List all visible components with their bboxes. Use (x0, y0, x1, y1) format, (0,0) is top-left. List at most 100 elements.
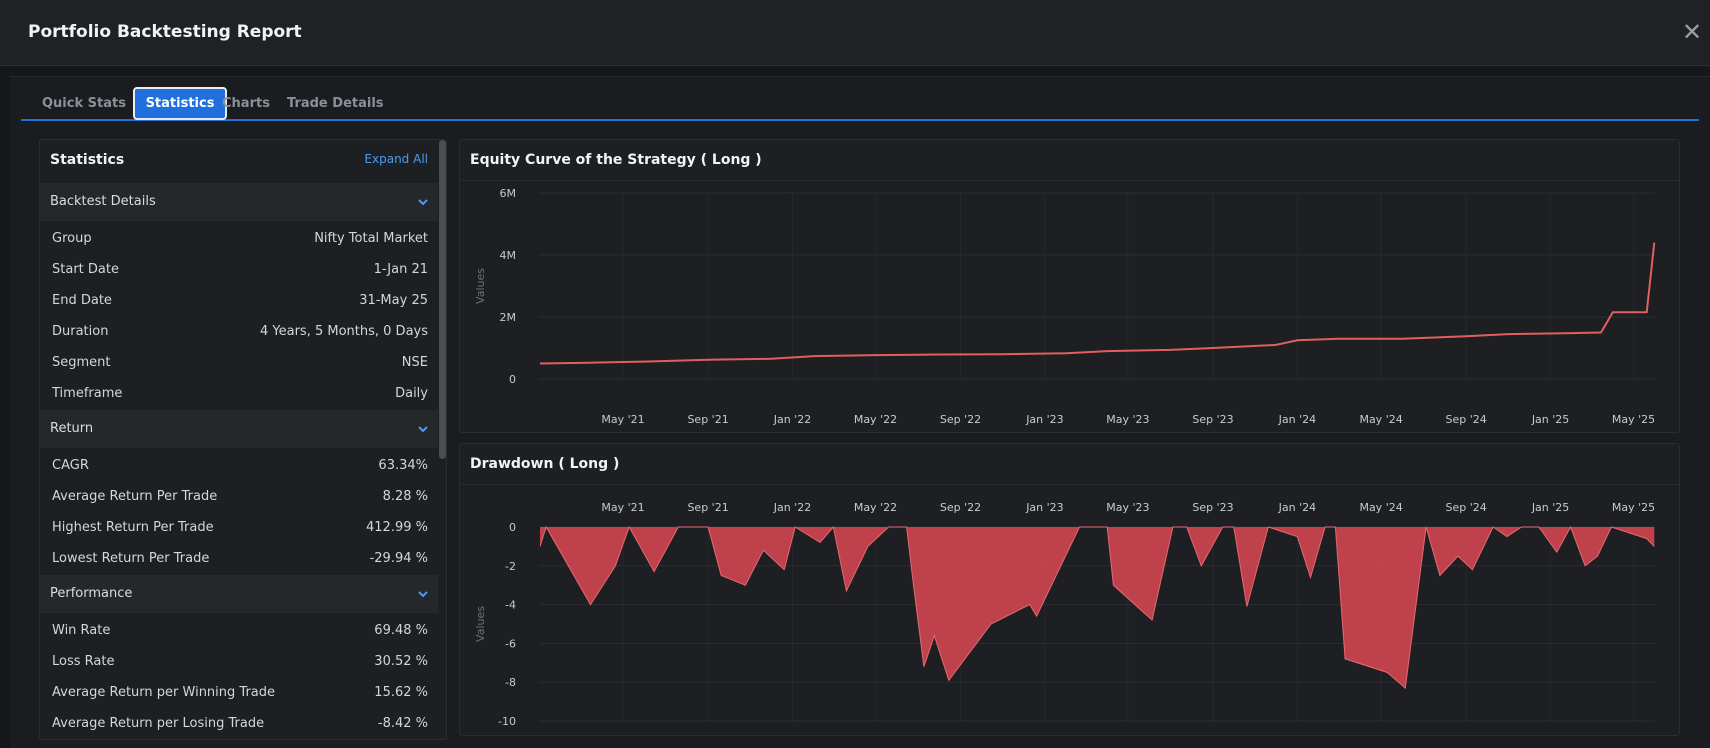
stat-label: Start Date (52, 262, 119, 277)
stat-value: 30.52 % (374, 654, 428, 669)
stat-value: 63.34% (378, 458, 428, 473)
y-tick-label: 4M (500, 249, 517, 262)
x-tick-label: Sep '22 (940, 501, 981, 514)
x-tick-label: May '22 (854, 501, 897, 514)
section-title: Backtest Details (50, 194, 156, 209)
x-tick-label: Jan '24 (1278, 501, 1316, 514)
equity-curve-card: Equity Curve of the Strategy ( Long ) 6M… (459, 139, 1680, 433)
stat-label: Average Return per Losing Trade (52, 716, 265, 731)
equity-line (539, 242, 1656, 365)
section-title: Return (50, 421, 94, 436)
stat-value: NSE (401, 355, 428, 370)
section-backtest-details[interactable]: Backtest Details (40, 183, 438, 221)
tab-bar: Quick Stats Statistics Charts Trade Deta… (21, 87, 1699, 121)
close-icon[interactable]: ✕ (1681, 18, 1703, 46)
chevron-down-icon (418, 426, 428, 433)
chevron-down-icon (418, 591, 428, 598)
x-tick-label: May '24 (1359, 413, 1402, 426)
stat-row: Win Rate 69.48 % (40, 615, 438, 646)
drawdown-line (539, 525, 1655, 689)
x-tick-label: Sep '23 (1192, 413, 1233, 426)
stat-row: Group Nifty Total Market (40, 223, 438, 254)
stat-label: Group (52, 231, 92, 246)
stat-label: Average Return per Winning Trade (52, 685, 275, 700)
x-tick-label: May '23 (1106, 413, 1149, 426)
stat-value: Daily (395, 386, 428, 401)
y-tick-label: -10 (498, 715, 516, 728)
y-axis-label: Values (474, 606, 487, 642)
stat-value: 69.48 % (374, 623, 428, 638)
stat-label: End Date (52, 293, 112, 308)
x-tick-label: May '23 (1106, 501, 1149, 514)
x-tick-label: Sep '21 (687, 413, 728, 426)
section-title: Performance (50, 586, 133, 601)
stat-row: Timeframe Daily (40, 378, 438, 409)
y-tick-label: -8 (505, 676, 516, 689)
stat-row: CAGR 63.34% (40, 450, 438, 481)
tab-charts[interactable]: Charts (222, 96, 270, 111)
x-tick-label: Jan '25 (1531, 413, 1569, 426)
tab-quick-stats[interactable]: Quick Stats (42, 96, 126, 111)
x-tick-label: Jan '24 (1278, 413, 1316, 426)
section-return[interactable]: Return (40, 410, 438, 448)
x-tick-label: Jan '22 (773, 413, 811, 426)
stat-row: Average Return Per Trade 8.28 % (40, 481, 438, 512)
statistics-scrollbar[interactable] (439, 140, 446, 459)
tab-trade-details[interactable]: Trade Details (287, 96, 384, 111)
equity-chart: 6M 4M 2M 0 May '21 Sep '21 Jan '22 May '22 Sep '… (474, 187, 1656, 426)
y-tick-label: 0 (509, 373, 516, 386)
drawdown-chart: 0 -2 -4 -6 -8 -10 May '21 Sep '21 Jan '22 May '22… (474, 501, 1655, 728)
x-tick-label: May '24 (1359, 501, 1402, 514)
section-performance[interactable]: Performance (40, 575, 438, 613)
stat-label: Highest Return Per Trade (52, 520, 214, 535)
y-tick-label: -4 (505, 599, 516, 612)
x-tick-label: May '22 (854, 413, 897, 426)
stat-row: Start Date 1-Jan 21 (40, 254, 438, 285)
statistics-panel: Statistics Expand All Backtest Details G… (39, 139, 447, 740)
divider (460, 484, 1679, 485)
stat-label: Timeframe (52, 386, 123, 401)
x-tick-label: Sep '23 (1192, 501, 1233, 514)
stat-value: -8.42 % (377, 716, 428, 731)
x-tick-label: Sep '21 (687, 501, 728, 514)
chevron-down-icon (418, 199, 428, 206)
drawdown-card: Drawdown ( Long ) 0 -2 -4 -6 -8 -10 May '21 Sep… (459, 443, 1680, 736)
stat-label: Duration (52, 324, 109, 339)
y-tick-label: 0 (509, 521, 516, 534)
report-title: Portfolio Backtesting Report (28, 22, 302, 42)
x-tick-label: Jan '22 (773, 501, 811, 514)
stat-value: Nifty Total Market (314, 231, 428, 246)
x-tick-label: Jan '23 (1025, 413, 1063, 426)
y-tick-label: -6 (505, 637, 516, 650)
y-tick-label: 2M (500, 311, 517, 324)
stat-label: Loss Rate (52, 654, 115, 669)
x-tick-label: Jan '23 (1025, 501, 1063, 514)
stat-value: -29.94 % (369, 551, 428, 566)
y-tick-label: 6M (500, 187, 517, 200)
stat-row: Loss Rate 30.52 % (40, 646, 438, 677)
stat-value: 31-May 25 (359, 293, 428, 308)
stat-value: 15.62 % (374, 685, 428, 700)
stat-row: End Date 31-May 25 (40, 285, 438, 316)
stat-row: Highest Return Per Trade 412.99 % (40, 512, 438, 543)
x-tick-label: Sep '22 (940, 413, 981, 426)
x-tick-label: May '25 (1612, 501, 1655, 514)
y-axis-label: Values (474, 268, 487, 304)
stat-label: Lowest Return Per Trade (52, 551, 210, 566)
stat-label: Segment (52, 355, 111, 370)
report-header: Portfolio Backtesting Report ✕ (0, 0, 1710, 66)
stat-row: Lowest Return Per Trade -29.94 % (40, 543, 438, 574)
stat-label: Win Rate (52, 623, 111, 638)
x-tick-label: May '21 (601, 501, 644, 514)
stat-label: CAGR (52, 458, 89, 473)
drawdown-chart-title: Drawdown ( Long ) (470, 456, 620, 472)
x-tick-label: Sep '24 (1446, 413, 1487, 426)
stat-row: Average Return per Losing Trade -8.42 % (40, 708, 438, 739)
drawdown-area (540, 527, 1655, 688)
stat-value: 1-Jan 21 (373, 262, 428, 277)
stat-row: Average Return per Winning Trade 15.62 % (40, 677, 438, 708)
x-tick-label: Jan '25 (1531, 501, 1569, 514)
expand-all-link[interactable]: Expand All (364, 152, 428, 166)
divider (460, 180, 1679, 181)
tab-statistics[interactable]: Statistics (133, 87, 227, 120)
